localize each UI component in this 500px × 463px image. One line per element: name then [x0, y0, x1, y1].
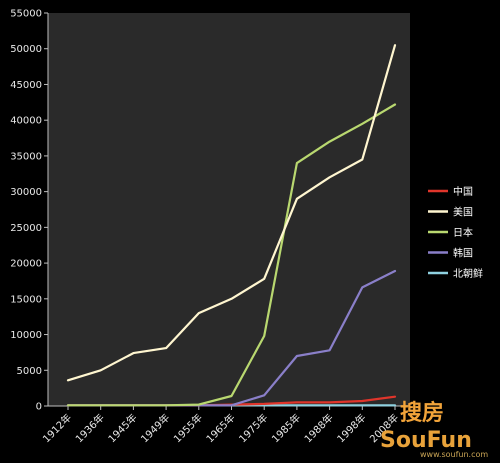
- legend-label: 美国: [453, 205, 473, 218]
- legend-label: 北朝鲜: [453, 267, 483, 280]
- y-tick-label: 40000: [10, 116, 42, 127]
- watermark: 搜房 SouFun www.soufun.com: [380, 400, 488, 459]
- watermark-en: SouFun: [380, 428, 472, 453]
- y-tick-label: 10000: [10, 330, 42, 341]
- series-layer: [66, 44, 397, 407]
- y-tick-label: 45000: [10, 80, 42, 91]
- watermark-cn: 搜房: [400, 400, 444, 426]
- legend-label: 日本: [453, 226, 473, 239]
- y-tick-label: 25000: [10, 223, 42, 234]
- y-tick-label: 30000: [10, 187, 42, 198]
- watermark-url: www.soufun.com: [420, 450, 488, 459]
- y-tick-label: 50000: [10, 44, 42, 55]
- plot-area: [48, 13, 410, 406]
- series-line-2: [66, 103, 397, 407]
- series-line-1: [66, 44, 397, 382]
- y-tick-label: 15000: [10, 294, 42, 305]
- legend-label: 中国: [453, 185, 473, 198]
- y-tick-label: 20000: [10, 259, 42, 270]
- y-tick-label: 5000: [17, 366, 42, 377]
- legend-label: 韩国: [453, 246, 473, 259]
- y-tick-label: 55000: [10, 9, 42, 20]
- y-axis: 0 5000 10000 15000 20000 25000 30000 35000 40000…: [10, 9, 49, 413]
- y-tick-label: 35000: [10, 151, 42, 162]
- y-tick-label: 0: [36, 402, 42, 413]
